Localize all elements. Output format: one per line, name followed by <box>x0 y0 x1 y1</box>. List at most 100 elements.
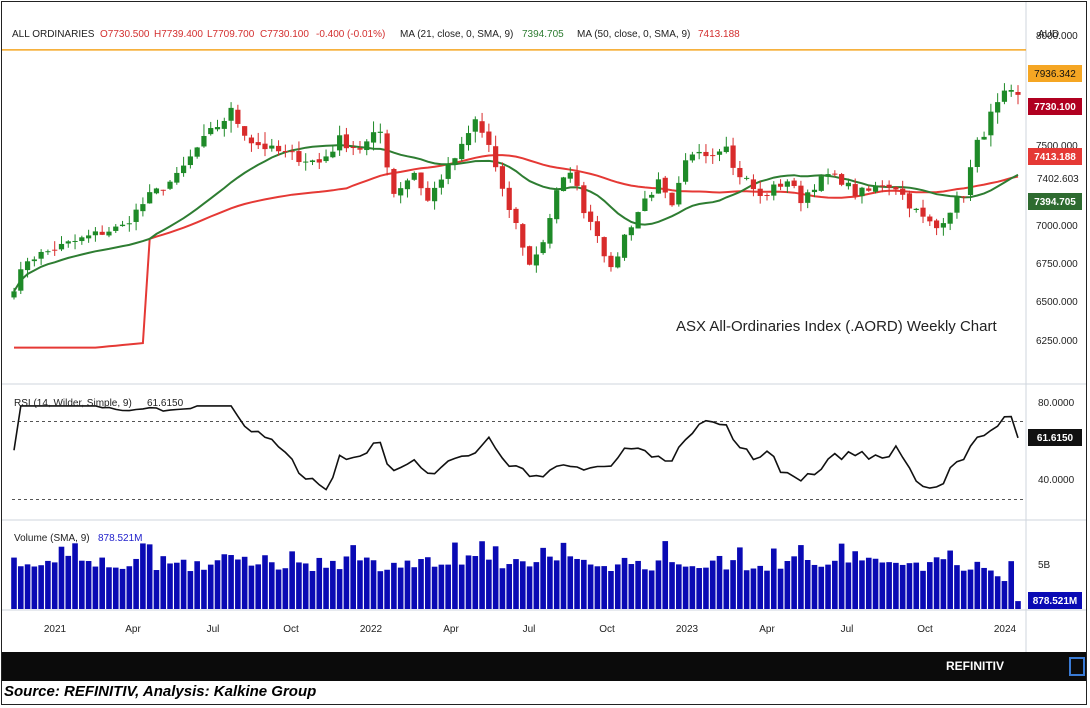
volume-bar <box>994 576 1001 609</box>
candle-body <box>228 107 234 121</box>
candle-body <box>526 246 533 265</box>
candle <box>99 225 105 236</box>
volume-bar <box>872 558 879 609</box>
volume-y-tick: 5B <box>1038 560 1051 571</box>
candle-body <box>350 147 356 149</box>
candle <box>316 152 322 170</box>
volume-bar <box>499 568 506 609</box>
candle-body <box>737 167 743 178</box>
candle <box>431 181 438 210</box>
volume-bar <box>187 571 194 609</box>
candle-body <box>438 179 444 188</box>
volume-bar <box>804 560 811 609</box>
volume-bar <box>764 570 770 609</box>
candle <box>493 135 499 172</box>
source-caption: Source: REFINITIV, Analysis: Kalkine Gro… <box>4 683 317 700</box>
price-tag-text: 7413.188 <box>1034 152 1076 163</box>
volume-bar <box>737 547 743 609</box>
candle-body <box>493 146 499 168</box>
candle-body <box>832 173 838 175</box>
volume-bar <box>655 560 662 609</box>
candle <box>784 179 790 193</box>
volume-bar <box>682 566 689 609</box>
price-chart[interactable]: REFINITIV ALL ORDINARIES O7730.500 H7739… <box>2 2 1086 681</box>
candle <box>927 214 933 227</box>
candle-body <box>513 208 519 224</box>
candle <box>703 144 709 164</box>
volume-bar <box>506 564 513 609</box>
volume-bar <box>553 560 560 609</box>
candle-body <box>1008 90 1014 92</box>
volume-bar <box>791 556 797 609</box>
candle-body <box>242 126 248 136</box>
brand-bar <box>2 652 1086 681</box>
candle <box>384 129 390 176</box>
volume-bar <box>418 559 424 609</box>
candle <box>628 225 634 241</box>
candle <box>845 178 852 190</box>
candle-body <box>208 128 214 135</box>
volume-bar <box>981 567 987 609</box>
candle-body <box>574 171 580 186</box>
candle <box>554 187 560 224</box>
candle <box>65 240 71 248</box>
candle <box>716 148 723 162</box>
candle-body <box>255 142 261 146</box>
volume-bar <box>614 564 621 609</box>
candle <box>852 178 858 200</box>
volume-bar <box>85 561 92 609</box>
x-tick-label: 2021 <box>44 624 67 635</box>
price-y-axis: 8000.000 7500.000 7000.000 6750.000 6500… <box>1036 31 1078 347</box>
candle <box>187 149 193 169</box>
candle <box>601 236 607 263</box>
volume-bar <box>547 556 553 609</box>
candle <box>859 186 865 204</box>
candle <box>52 241 58 256</box>
candle-body <box>954 196 960 213</box>
candle <box>221 117 227 137</box>
candle-body <box>486 131 492 145</box>
price-tag-text: 7730.100 <box>1034 102 1076 113</box>
volume-bar <box>377 571 384 609</box>
candle-body <box>24 261 31 271</box>
candle-body <box>418 172 424 189</box>
candle-body <box>981 136 987 140</box>
volume-bar <box>17 566 24 609</box>
candle-body <box>289 151 295 153</box>
candle <box>330 144 336 159</box>
volume-bar <box>92 566 99 609</box>
candle <box>832 170 838 177</box>
volume-bar <box>289 551 295 609</box>
candle-body <box>866 188 872 191</box>
rsi-tag-text: 61.6150 <box>1037 433 1074 444</box>
volume-bar <box>452 542 458 609</box>
candle <box>289 144 295 160</box>
candle-body <box>126 223 132 225</box>
candle <box>58 236 65 252</box>
candle-body <box>330 151 336 158</box>
candle <box>255 132 261 149</box>
candle-body <box>886 184 892 188</box>
volume-bar <box>133 558 139 609</box>
candle-body <box>676 182 682 205</box>
candle-body <box>391 169 397 194</box>
candle-body <box>635 212 641 229</box>
volume-bar <box>146 544 153 609</box>
volume-bar <box>472 556 479 609</box>
volume-bar <box>336 569 343 609</box>
candle-body <box>662 177 668 193</box>
volume-bar <box>581 559 587 609</box>
candle-body <box>221 120 227 129</box>
candle-body <box>682 160 689 182</box>
rsi-y-tick: 80.0000 <box>1038 398 1075 409</box>
candle <box>696 144 702 160</box>
candle <box>689 151 695 163</box>
candle <box>438 174 444 195</box>
volume-bar <box>24 564 31 609</box>
volume-bar <box>567 556 574 609</box>
rsi-tag: 61.6150 <box>1028 429 1082 446</box>
candle <box>323 149 329 163</box>
candle <box>411 171 417 181</box>
ma21-label: MA (21, close, 0, SMA, 9) <box>400 29 513 40</box>
candle-body <box>452 158 458 165</box>
